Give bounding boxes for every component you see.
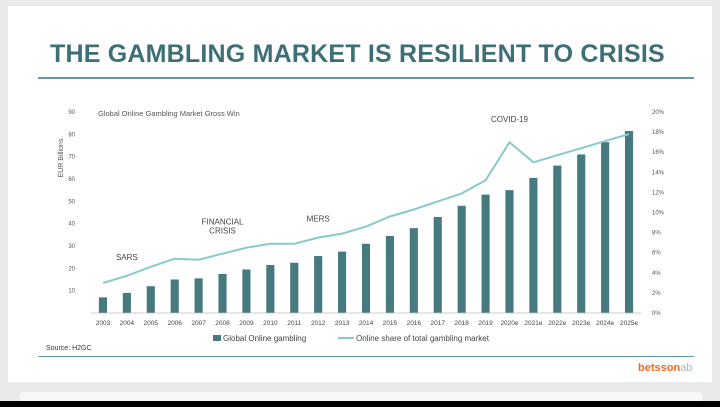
x-tick-label: 2012 xyxy=(311,320,326,327)
page-title: THE GAMBLING MARKET IS RESILIENT TO CRIS… xyxy=(50,40,665,68)
y-tick-label: 90 xyxy=(68,110,75,116)
y2-tick-label: 20% xyxy=(652,110,665,116)
bar xyxy=(529,177,538,313)
bar xyxy=(624,130,634,313)
bar xyxy=(170,279,179,313)
annotation-line: FINANCIAL xyxy=(202,218,244,227)
bar xyxy=(314,256,323,313)
y2-tick-label: 16% xyxy=(652,150,665,156)
bar xyxy=(194,278,203,313)
source-note: Source: H2GC xyxy=(46,345,92,352)
y-tick-label: 40 xyxy=(68,222,75,228)
slide: THE GAMBLING MARKET IS RESILIENT TO CRIS… xyxy=(8,6,712,382)
bar xyxy=(146,286,155,313)
bar xyxy=(457,205,466,313)
legend-label-bars: Global Online gambling xyxy=(223,334,306,343)
y2-tick-label: 2% xyxy=(652,291,661,297)
bar xyxy=(577,154,586,313)
x-tick-label: 2022e xyxy=(548,320,566,327)
bar xyxy=(481,194,490,313)
bar xyxy=(338,251,347,313)
x-tick-label: 2006 xyxy=(167,320,182,327)
x-tick-label: 2024e xyxy=(596,320,614,327)
bar xyxy=(433,216,442,313)
x-tick-label: 2005 xyxy=(144,320,159,327)
x-tick-label: 2017 xyxy=(431,320,446,327)
logo-main-text: betsson xyxy=(638,362,681,374)
title-divider xyxy=(38,77,694,79)
x-tick-label: 2025e xyxy=(620,320,638,327)
x-tick-label: 2008 xyxy=(215,320,230,327)
annotation-label: SARS xyxy=(116,253,138,262)
y-tick-label: 20 xyxy=(68,266,75,272)
x-tick-label: 2011 xyxy=(287,320,301,327)
legend-label-line: Online share of total gambling market xyxy=(356,334,490,343)
x-tick-label: 2016 xyxy=(407,320,422,327)
y-tick-label: 80 xyxy=(68,132,75,138)
online-share-line xyxy=(102,133,630,284)
y2-tick-label: 8% xyxy=(652,231,661,237)
y2-tick-label: 4% xyxy=(652,271,661,277)
y2-tick-label: 10% xyxy=(652,211,665,217)
y2-tick-label: 12% xyxy=(652,190,665,196)
bar xyxy=(218,273,227,313)
bar xyxy=(361,243,371,313)
chart-title: Global Online Gambling Market Gross Win xyxy=(98,109,240,118)
screen-bottom-bar xyxy=(0,401,720,407)
x-tick-label: 2018 xyxy=(454,320,469,327)
x-tick-label: 2021e xyxy=(524,320,542,327)
y2-tick-label: 6% xyxy=(652,251,661,257)
bar xyxy=(505,190,514,313)
x-tick-label: 2013 xyxy=(335,320,350,327)
y2-tick-label: 18% xyxy=(652,130,665,136)
bar xyxy=(122,292,131,313)
x-tick-label: 2009 xyxy=(239,320,254,327)
bar xyxy=(242,269,251,313)
annotation-label: COVID-19 xyxy=(491,115,528,124)
y-tick-label: 30 xyxy=(68,244,75,250)
x-tick-label: 2015 xyxy=(383,320,398,327)
y-tick-label: 10 xyxy=(68,289,75,295)
x-tick-label: 2014 xyxy=(359,320,374,327)
annotation-label: FINANCIAL CRISIS xyxy=(202,218,244,236)
x-tick-label: 2023e xyxy=(572,320,590,327)
bar xyxy=(409,228,418,313)
bar xyxy=(266,264,275,313)
x-tick-label: 2019 xyxy=(478,320,493,327)
legend-swatch-bars xyxy=(213,335,221,341)
next-slide-card xyxy=(20,392,702,402)
bar xyxy=(553,165,562,313)
betsson-logo: betssonab xyxy=(638,362,692,374)
x-tick-label: 2003 xyxy=(96,320,111,327)
bar xyxy=(385,235,394,313)
bar xyxy=(290,262,299,313)
x-tick-label: 2010 xyxy=(263,320,278,327)
y-axis-label: EUR Billions xyxy=(58,138,65,177)
y2-tick-label: 14% xyxy=(652,170,665,176)
annotation-line: MERS xyxy=(307,215,330,224)
footer-divider xyxy=(38,356,694,357)
x-tick-label: 2004 xyxy=(120,320,135,327)
y-tick-label: 60 xyxy=(68,177,75,183)
annotation-line: CRISIS xyxy=(209,227,236,236)
logo-suffix-text: ab xyxy=(680,362,693,374)
x-tick-label: 2007 xyxy=(191,320,206,327)
x-tick-label: 2020e xyxy=(500,320,518,327)
y-tick-label: 70 xyxy=(68,155,75,161)
y-tick-label: 50 xyxy=(68,199,75,205)
annotation-line: SARS xyxy=(116,253,138,262)
y2-tick-label: 0% xyxy=(652,311,661,317)
annotation-label: MERS xyxy=(307,215,330,224)
annotation-line: COVID-19 xyxy=(491,115,528,124)
bar xyxy=(98,297,108,313)
bar xyxy=(601,142,610,313)
